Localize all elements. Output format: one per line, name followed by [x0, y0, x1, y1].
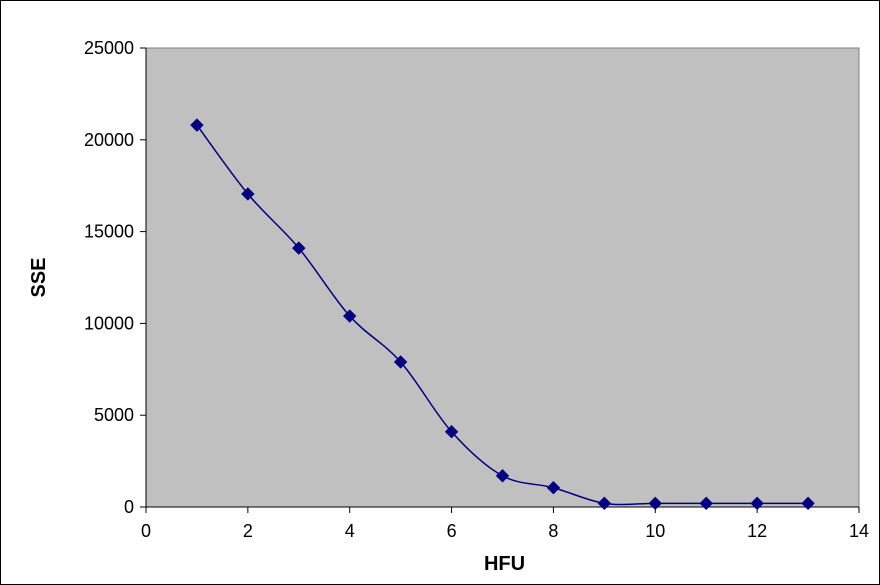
y-tick-label: 0	[124, 497, 134, 517]
y-axis: 0 5000 10000 15000 20000 25000	[84, 38, 146, 517]
y-tick-label: 15000	[84, 222, 134, 242]
x-tick-label: 6	[447, 521, 457, 541]
x-axis: 0 2 4 6 8 10 12 14	[141, 507, 869, 541]
x-tick-label: 2	[243, 521, 253, 541]
x-tick-label: 12	[747, 521, 767, 541]
y-tick-label: 25000	[84, 38, 134, 58]
y-tick-label: 20000	[84, 130, 134, 150]
x-tick-label: 0	[141, 521, 151, 541]
x-axis-title: HFU	[484, 553, 525, 575]
y-tick-label: 10000	[84, 313, 134, 333]
y-tick-label: 5000	[94, 405, 134, 425]
x-tick-label: 14	[849, 521, 869, 541]
x-tick-label: 10	[645, 521, 665, 541]
x-tick-label: 4	[345, 521, 355, 541]
plot-area	[146, 48, 859, 507]
x-tick-label: 8	[548, 521, 558, 541]
y-axis-title: SSE	[28, 257, 50, 297]
